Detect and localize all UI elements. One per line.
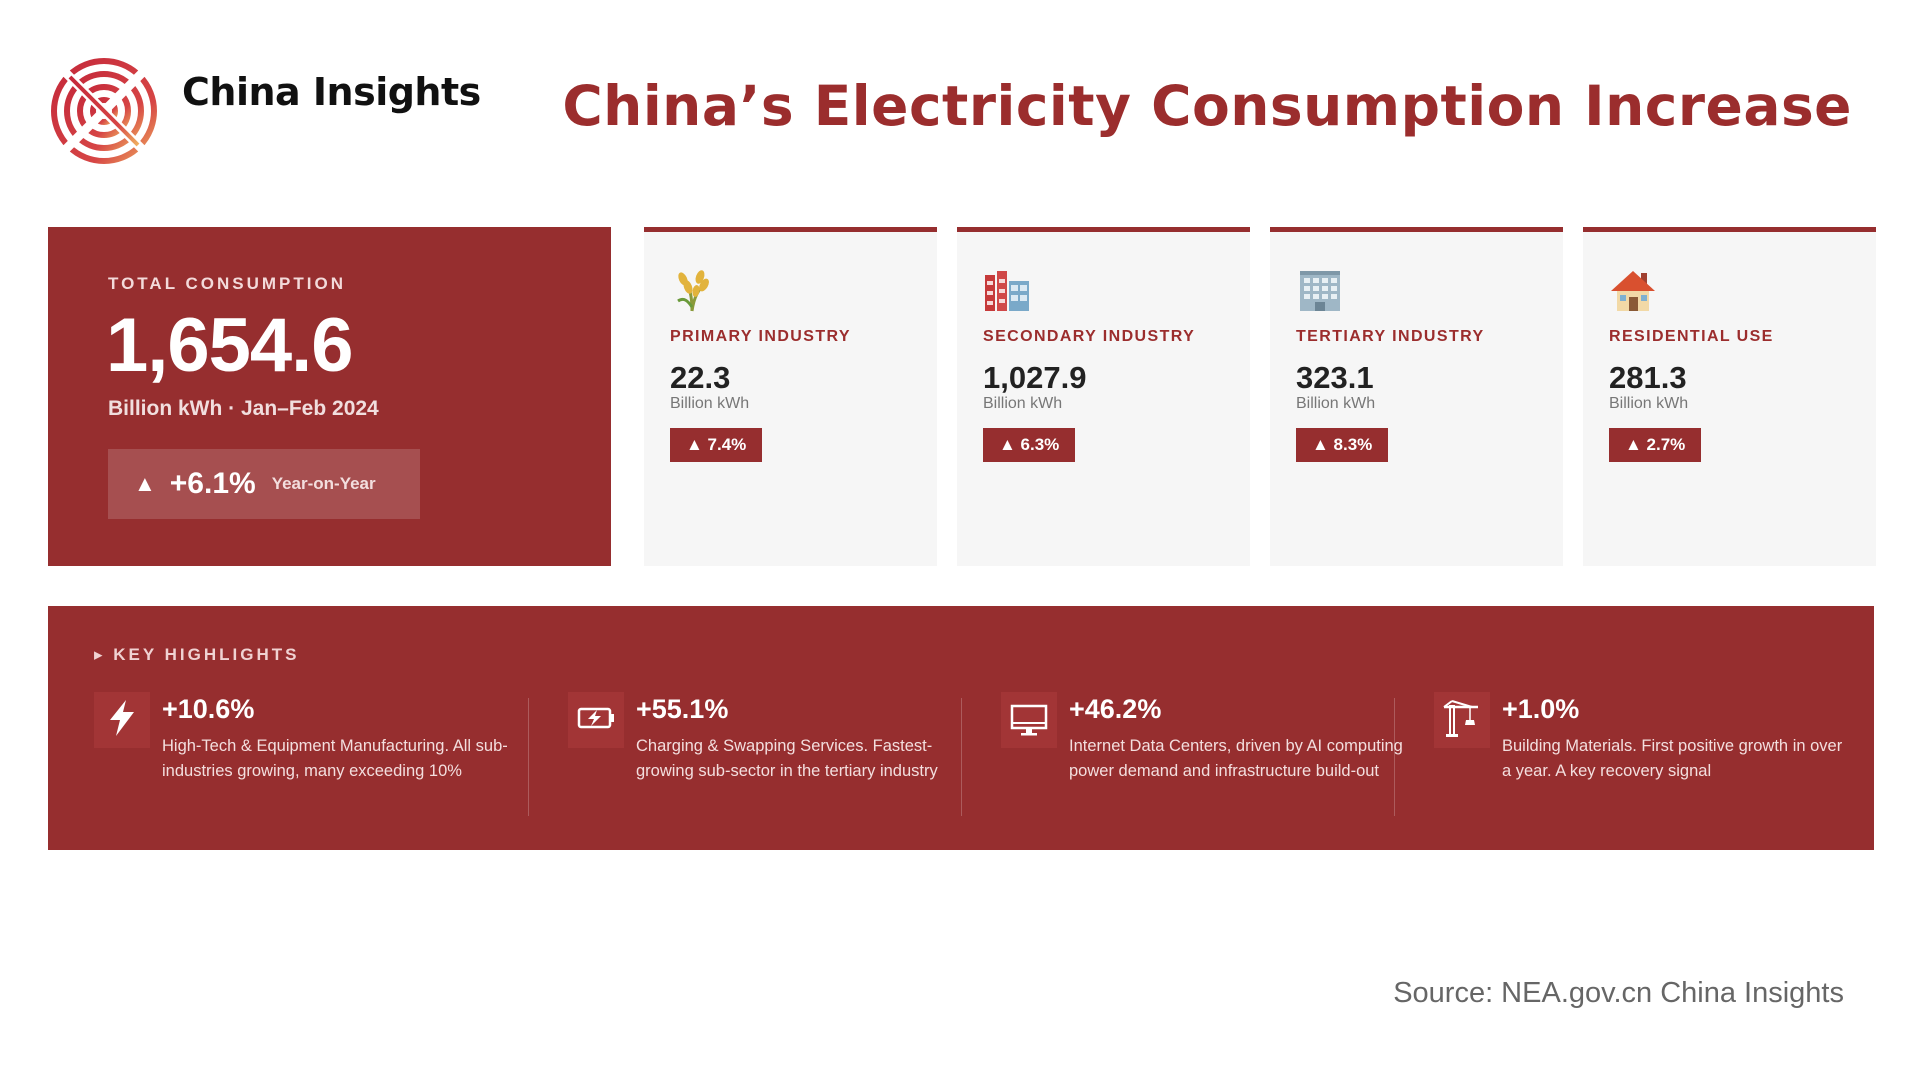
- sector-change-badge: ▲ 6.3%: [983, 428, 1076, 462]
- sector-value: 323.1: [1296, 360, 1374, 395]
- highlight-item: +1.0% Building Materials. First positive…: [1434, 692, 1854, 812]
- highlight-icon-box: [1001, 692, 1057, 748]
- highlight-item: +46.2% Internet Data Centers, driven by …: [1001, 692, 1421, 812]
- brand-name: China Insights: [182, 70, 481, 114]
- factory-icon: [985, 271, 1029, 311]
- sector-unit: Billion kWh: [1296, 395, 1376, 412]
- sector-change-badge: ▲ 8.3%: [1296, 428, 1389, 462]
- house-icon: [1611, 271, 1655, 311]
- total-label: TOTAL CONSUMPTION: [108, 274, 346, 293]
- sector-unit: Billion kWh: [670, 395, 750, 412]
- sector-value: 281.3: [1609, 360, 1687, 395]
- highlight-divider: [528, 698, 529, 816]
- sector-card-secondary: SECONDARY INDUSTRY 1,027.9 Billion kWh ▲…: [957, 227, 1250, 566]
- wheat-icon: [677, 270, 709, 312]
- sector-label: PRIMARY INDUSTRY: [670, 328, 851, 345]
- highlight-icon-box: [94, 692, 150, 748]
- total-change-value: +6.1%: [169, 467, 256, 500]
- highlight-icon-box: [1434, 692, 1490, 748]
- highlight-divider: [1394, 698, 1395, 816]
- sector-card-residential: RESIDENTIAL USE 281.3 Billion kWh ▲ 2.7%: [1583, 227, 1876, 566]
- lightning-bolt-icon: [110, 700, 134, 736]
- total-change-label: Year-on-Year: [271, 474, 376, 493]
- highlight-item: +10.6% High-Tech & Equipment Manufacturi…: [94, 692, 514, 812]
- sector-change-badge: ▲ 2.7%: [1609, 428, 1702, 462]
- highlight-item: +55.1% Charging & Swapping Services. Fas…: [568, 692, 988, 812]
- sector-card-primary: PRIMARY INDUSTRY 22.3 Billion kWh ▲ 7.4%: [644, 227, 937, 566]
- total-consumption-card: TOTAL CONSUMPTION 1,654.6 Billion kWh · …: [48, 227, 611, 566]
- sector-label: RESIDENTIAL USE: [1609, 328, 1774, 345]
- sector-unit: Billion kWh: [1609, 395, 1689, 412]
- construction-crane-icon: [1443, 700, 1478, 737]
- total-change-badge: ▲ +6.1% Year-on-Year: [108, 449, 420, 519]
- sector-card-tertiary: TERTIARY INDUSTRY 323.1 Billion kWh ▲ 8.…: [1270, 227, 1563, 566]
- total-unit: Billion kWh · Jan–Feb 2024: [108, 397, 379, 420]
- charging-battery-icon: [577, 707, 614, 729]
- highlight-percent: +1.0%: [1502, 694, 1580, 724]
- highlight-description: Internet Data Centers, driven by AI comp…: [1069, 737, 1403, 780]
- sector-unit: Billion kWh: [983, 395, 1063, 412]
- computer-monitor-icon: [1010, 704, 1048, 736]
- highlights-heading: ▸ KEY HIGHLIGHTS: [94, 645, 300, 664]
- concentric-circle-logo-icon: [51, 58, 157, 164]
- sector-value: 22.3: [670, 360, 731, 395]
- up-arrow-icon: ▲: [134, 471, 156, 496]
- highlight-percent: +55.1%: [636, 694, 729, 724]
- source-credit: Source: NEA.gov.cn China Insights: [1393, 977, 1844, 1009]
- sector-label: SECONDARY INDUSTRY: [983, 328, 1196, 345]
- sector-change-badge: ▲ 7.4%: [670, 428, 763, 462]
- highlight-description: High-Tech & Equipment Manufacturing. All…: [162, 737, 508, 780]
- highlight-divider: [961, 698, 962, 816]
- highlight-percent: +46.2%: [1069, 694, 1162, 724]
- total-value: 1,654.6: [106, 303, 354, 388]
- sector-label: TERTIARY INDUSTRY: [1296, 328, 1485, 345]
- office-building-icon: [1300, 271, 1340, 311]
- highlight-description: Building Materials. First positive growt…: [1502, 737, 1843, 780]
- page-title: China’s Electricity Consumption Increase: [562, 74, 1852, 138]
- sector-value: 1,027.9: [983, 360, 1087, 395]
- highlight-icon-box: [568, 692, 624, 748]
- highlight-description: Charging & Swapping Services. Fastest-gr…: [636, 737, 938, 780]
- highlight-percent: +10.6%: [162, 694, 255, 724]
- key-highlights-panel: ▸ KEY HIGHLIGHTS +10.6% High-Tech & Equi…: [48, 606, 1874, 850]
